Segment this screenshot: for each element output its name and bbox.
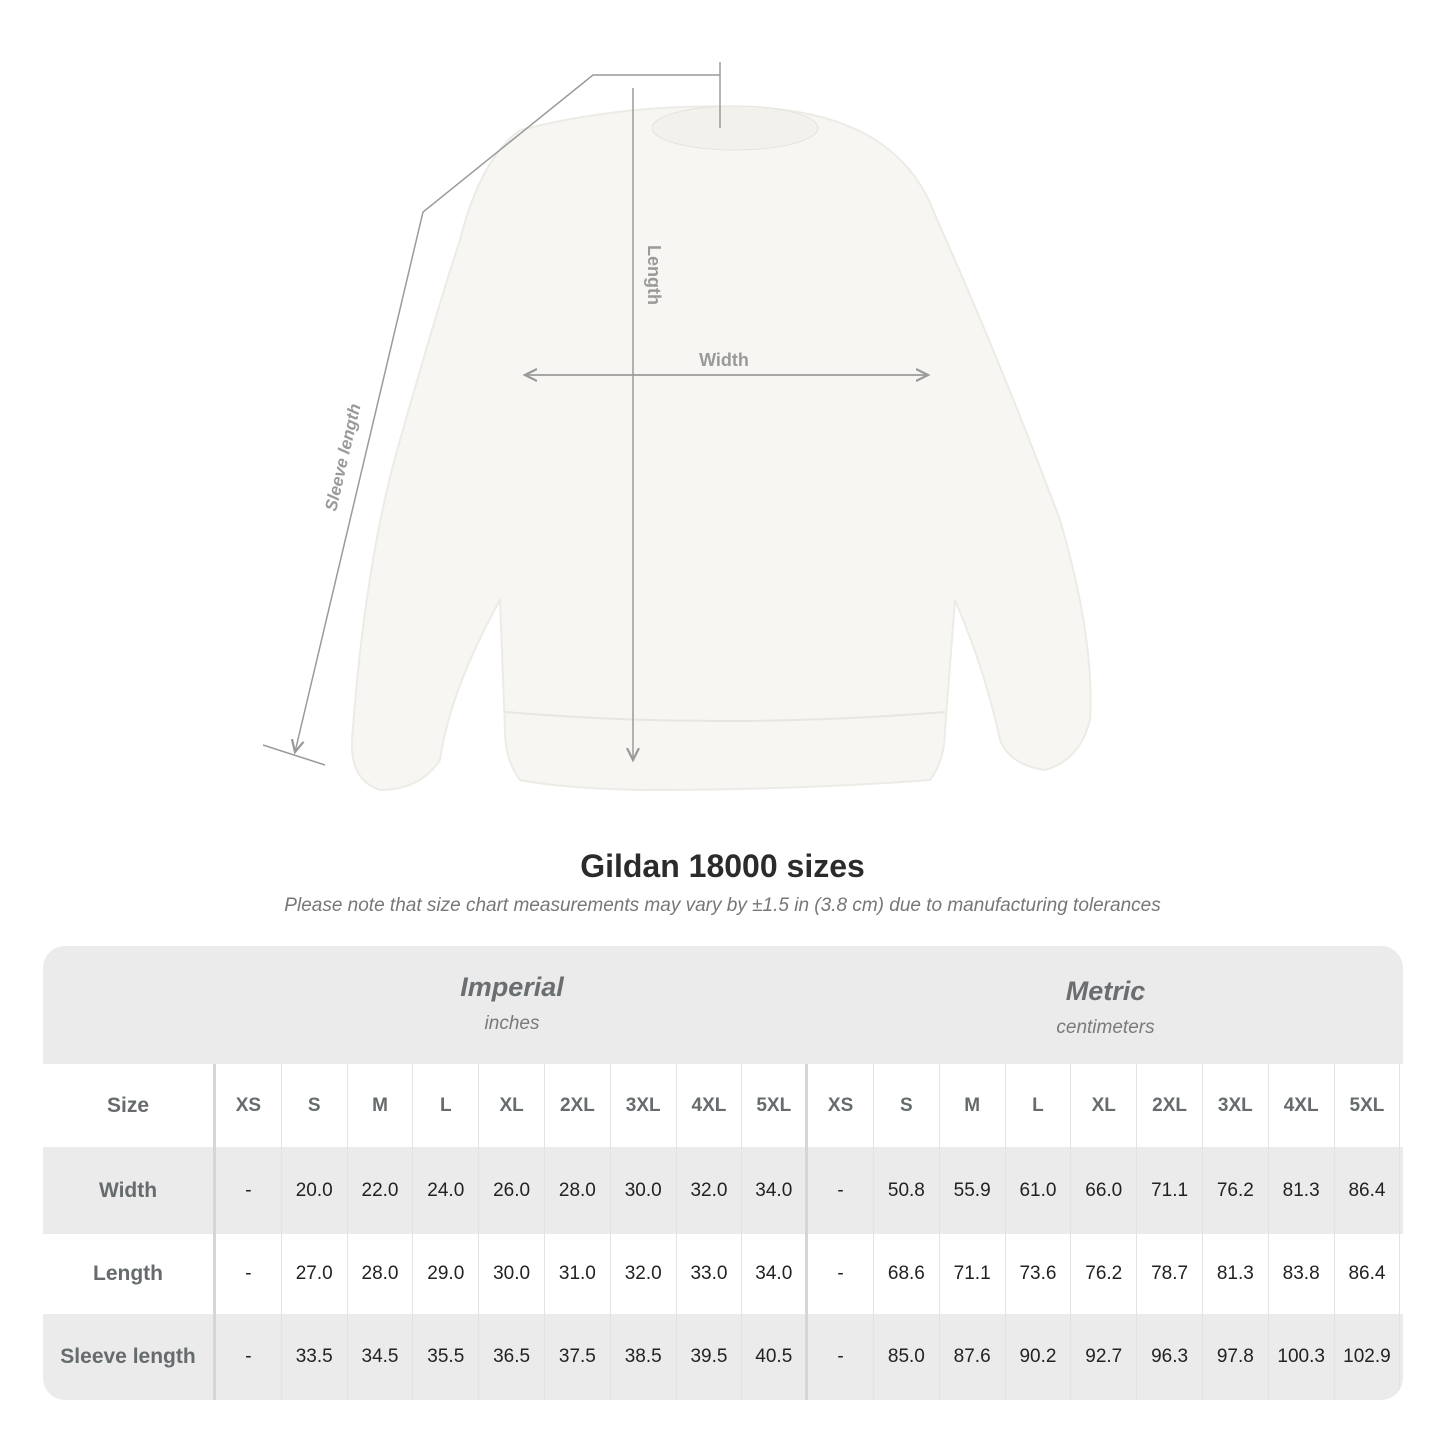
size-label: Size — [43, 1064, 216, 1147]
imperial-cell: 32.0 — [677, 1147, 743, 1234]
imperial-cell: 28.0 — [545, 1147, 611, 1234]
imperial-header: Imperial inches — [216, 972, 808, 1035]
imperial-cell: 29.0 — [413, 1234, 480, 1314]
metric-cell: 85.0 — [874, 1314, 940, 1400]
metric-cell: - — [808, 1234, 874, 1314]
imperial-cell: 24.0 — [413, 1147, 480, 1234]
imperial-cell: 30.0 — [611, 1147, 677, 1234]
imperial-cell: 37.5 — [545, 1314, 611, 1400]
metric-cell: 68.6 — [874, 1234, 940, 1314]
size-chart-table: Imperial inches Metric centimeters Size X… — [43, 946, 1403, 1400]
size-header-imperial: 3XL — [611, 1064, 677, 1147]
imperial-unit: inches — [484, 1013, 540, 1034]
imperial-cell: 32.0 — [611, 1234, 677, 1314]
metric-cell: - — [808, 1314, 874, 1400]
width-measure: Width — [525, 350, 928, 375]
imperial-cell: 34.0 — [742, 1147, 809, 1234]
metric-cell: 86.4 — [1335, 1147, 1401, 1234]
size-header-imperial: 4XL — [677, 1064, 743, 1147]
imperial-title: Imperial — [460, 972, 564, 1002]
imperial-cell: 34.5 — [348, 1314, 414, 1400]
imperial-cell: 36.5 — [479, 1314, 545, 1400]
table-row: Sleeve length -33.5 34.5 35.5 36.5 37.5 38.5 39… — [43, 1314, 1403, 1400]
size-header-metric: XL — [1071, 1064, 1138, 1147]
metric-cell: 102.9 — [1335, 1314, 1401, 1400]
metric-cell: 81.3 — [1269, 1147, 1335, 1234]
size-header-imperial: 5XL — [742, 1064, 809, 1147]
size-header-metric: 2XL — [1137, 1064, 1203, 1147]
imperial-cell: 22.0 — [348, 1147, 414, 1234]
sweatshirt-image — [350, 105, 1092, 792]
table-header: Imperial inches Metric centimeters — [43, 946, 1403, 1064]
size-header-metric: 3XL — [1203, 1064, 1269, 1147]
metric-cell: 92.7 — [1071, 1314, 1138, 1400]
imperial-cell: 20.0 — [282, 1147, 348, 1234]
metric-cell: 81.3 — [1203, 1234, 1269, 1314]
size-header-metric: 4XL — [1269, 1064, 1335, 1147]
metric-cell: 86.4 — [1335, 1234, 1401, 1314]
table-row: Width -20.0 22.0 24.0 26.0 28.0 30.0 32.0 34.0-5… — [43, 1147, 1403, 1234]
metric-cell: 78.7 — [1137, 1234, 1203, 1314]
metric-cell: 90.2 — [1006, 1314, 1072, 1400]
size-header-metric: S — [874, 1064, 940, 1147]
size-header-imperial: 2XL — [545, 1064, 611, 1147]
imperial-cell: 28.0 — [348, 1234, 414, 1314]
imperial-cell: 33.5 — [282, 1314, 348, 1400]
metric-cell: 71.1 — [1137, 1147, 1203, 1234]
page-title: Gildan 18000 sizes — [580, 848, 865, 884]
imperial-cell: - — [216, 1314, 282, 1400]
size-header-imperial: L — [413, 1064, 480, 1147]
sleeve-length-label: Sleeve length — [321, 402, 364, 513]
size-header-row: Size XS S M L XL 2XL 3XL 4XL 5XL XS S M L XL 2XL 3XL 4XL 5… — [43, 1064, 1403, 1147]
size-header-metric: 5XL — [1335, 1064, 1401, 1147]
imperial-cell: 35.5 — [413, 1314, 480, 1400]
metric-cell: 71.1 — [940, 1234, 1006, 1314]
metric-cell: 96.3 — [1137, 1314, 1203, 1400]
metric-title: Metric — [1065, 976, 1146, 1006]
width-label: Width — [699, 350, 749, 370]
size-header-imperial: XL — [479, 1064, 545, 1147]
imperial-cell: - — [216, 1147, 282, 1234]
metric-header: Metric centimeters — [808, 976, 1403, 1039]
size-header-imperial: XS — [216, 1064, 282, 1147]
imperial-cell: 27.0 — [282, 1234, 348, 1314]
imperial-cell: 40.5 — [742, 1314, 809, 1400]
metric-cell: - — [808, 1147, 874, 1234]
metric-cell: 50.8 — [874, 1147, 940, 1234]
size-header-imperial: S — [282, 1064, 348, 1147]
imperial-cell: 39.5 — [677, 1314, 743, 1400]
row-label: Width — [43, 1147, 216, 1234]
table-row: Length -27.0 28.0 29.0 30.0 31.0 32.0 33.0 34.0-… — [43, 1234, 1403, 1314]
metric-cell: 55.9 — [940, 1147, 1006, 1234]
metric-cell: 87.6 — [940, 1314, 1006, 1400]
metric-cell: 66.0 — [1071, 1147, 1138, 1234]
imperial-cell: 34.0 — [742, 1234, 809, 1314]
size-header-metric: L — [1006, 1064, 1072, 1147]
tolerance-note: Please note that size chart measurements… — [284, 895, 1161, 916]
imperial-cell: 30.0 — [479, 1234, 545, 1314]
metric-cell: 61.0 — [1006, 1147, 1072, 1234]
metric-cell: 83.8 — [1269, 1234, 1335, 1314]
size-header-imperial: M — [348, 1064, 414, 1147]
length-label: Length — [644, 245, 664, 305]
imperial-cell: - — [216, 1234, 282, 1314]
length-measure: Length — [633, 62, 721, 760]
imperial-cell: 26.0 — [479, 1147, 545, 1234]
metric-unit: centimeters — [1056, 1017, 1155, 1038]
imperial-cell: 31.0 — [545, 1234, 611, 1314]
size-header-metric: XS — [808, 1064, 874, 1147]
metric-cell: 76.2 — [1071, 1234, 1138, 1314]
row-label: Sleeve length — [43, 1314, 216, 1400]
metric-cell: 76.2 — [1203, 1147, 1269, 1234]
row-label: Length — [43, 1234, 216, 1314]
sweatshirt-measurement-diagram: Length Width Sleeve length — [262, 62, 1092, 792]
imperial-cell: 33.0 — [677, 1234, 743, 1314]
size-header-metric: M — [940, 1064, 1006, 1147]
metric-cell: 97.8 — [1203, 1314, 1269, 1400]
metric-cell: 73.6 — [1006, 1234, 1072, 1314]
imperial-cell: 38.5 — [611, 1314, 677, 1400]
metric-cell: 100.3 — [1269, 1314, 1335, 1400]
